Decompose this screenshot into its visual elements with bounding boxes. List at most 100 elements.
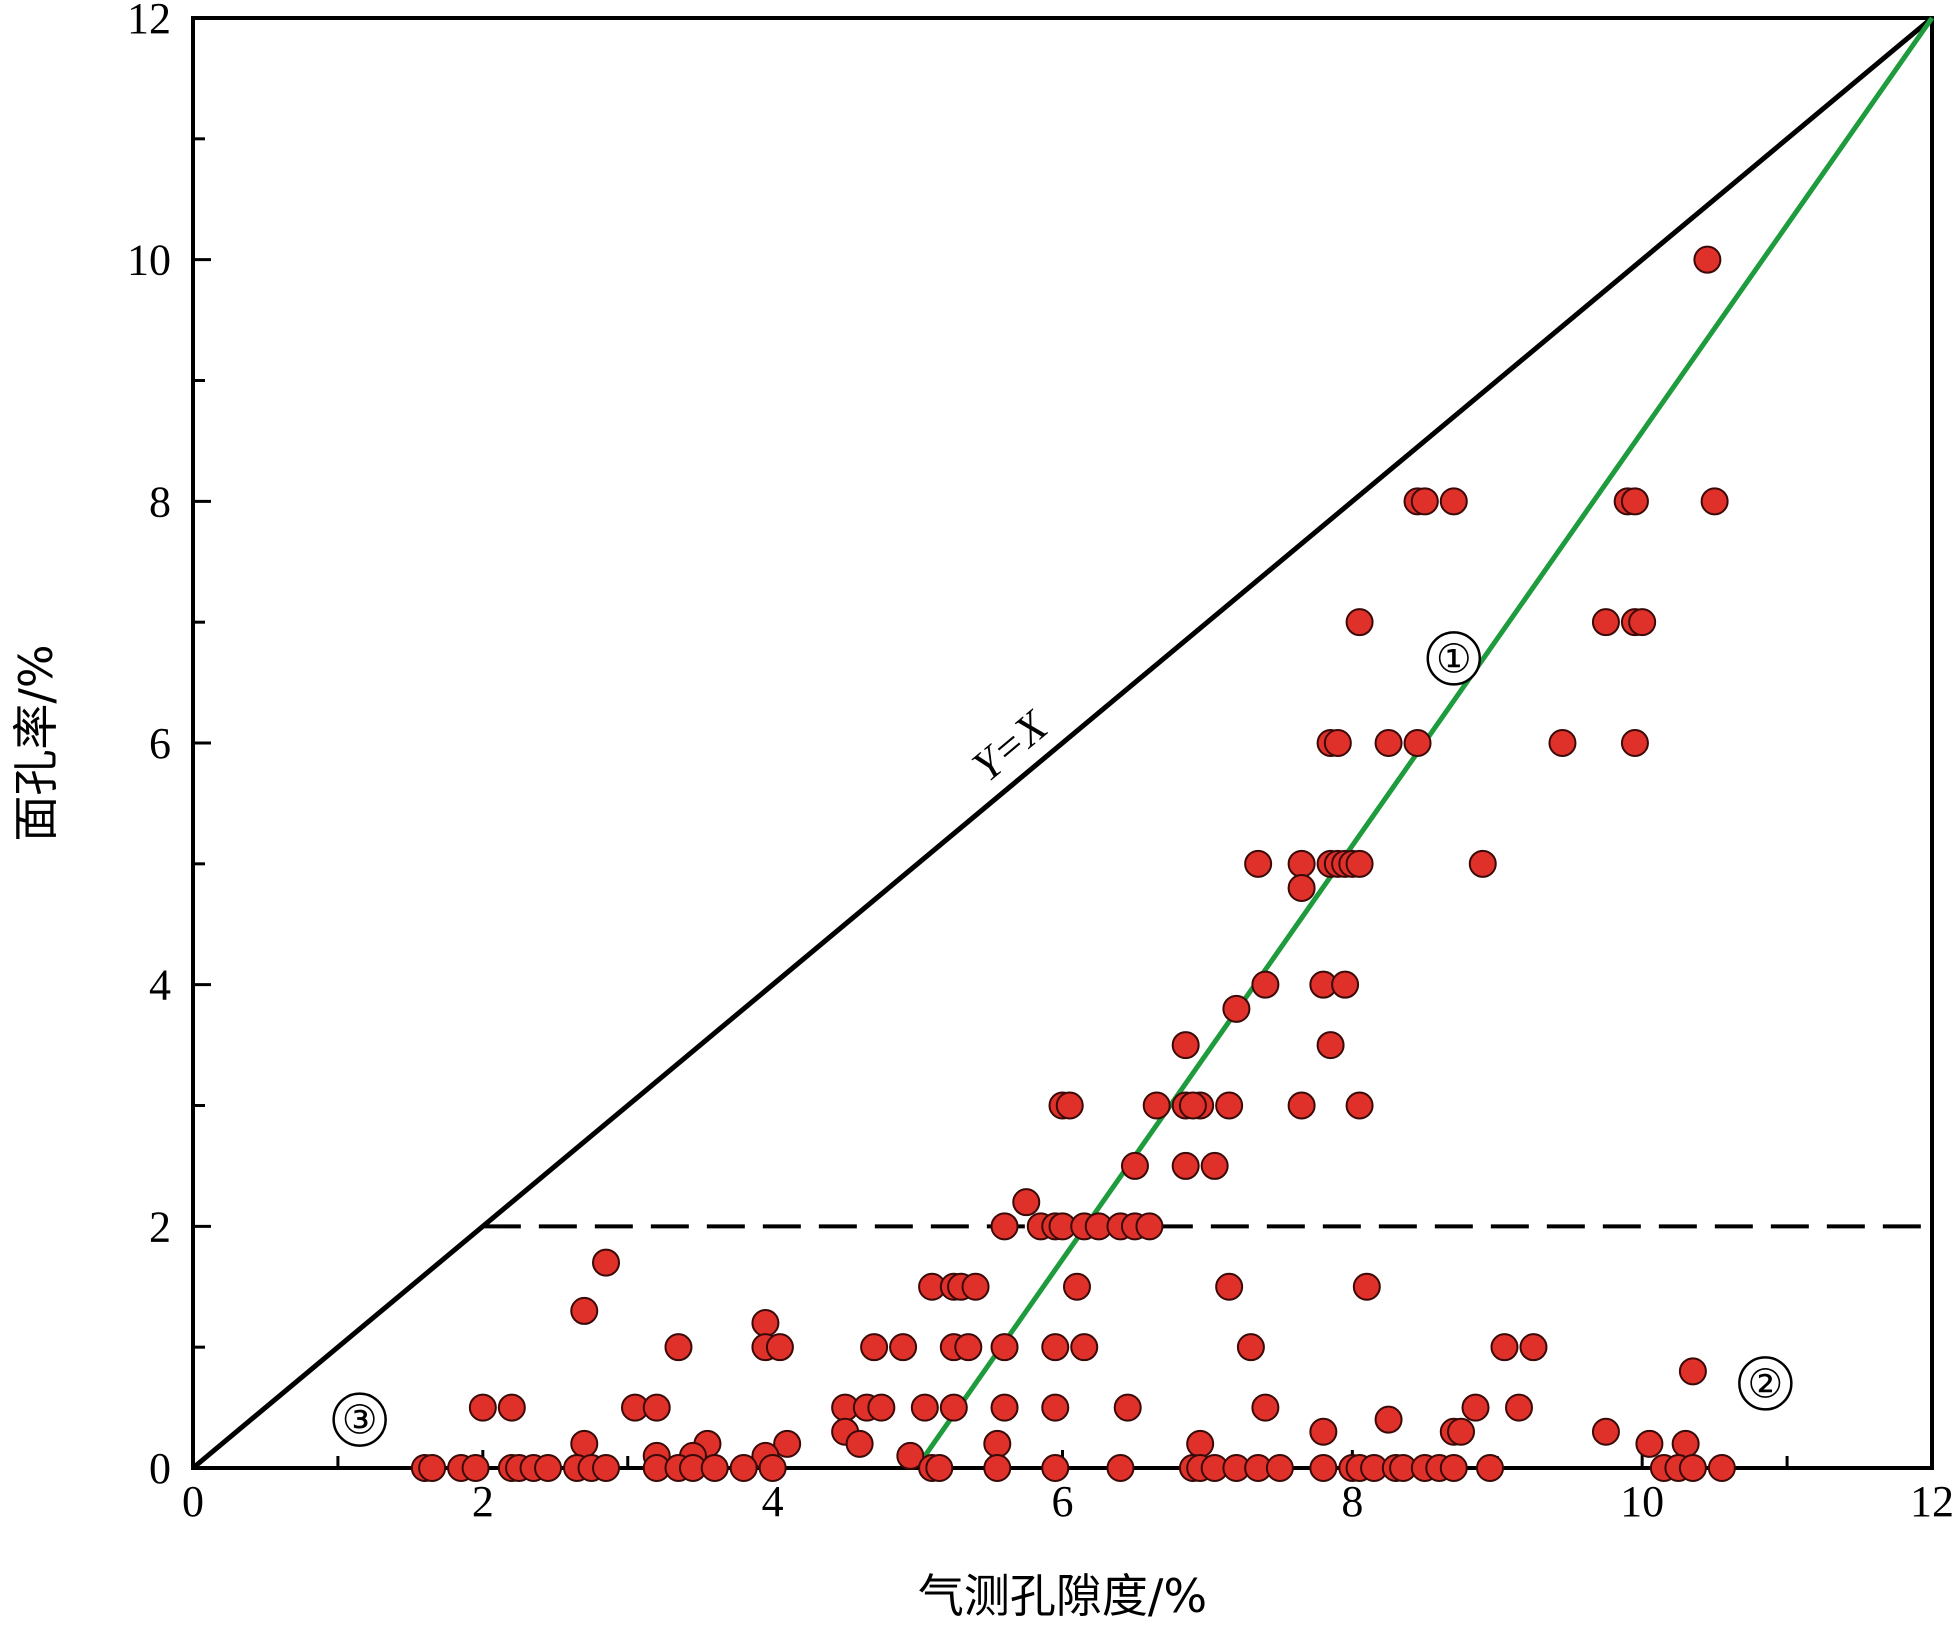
- data-point: [729, 1454, 758, 1482]
- x-tick-label: 6: [1052, 1477, 1074, 1526]
- data-point: [961, 1272, 990, 1301]
- data-point: [1620, 487, 1649, 516]
- labels: 0 2 4 6 8 10 12 0 2 4 6 8 10 12 气测孔隙度/% 面孔率/% Y=X ① ② ③: [9, 0, 1954, 1623]
- data-point: [983, 1429, 1012, 1458]
- x-tick-label: 0: [182, 1477, 204, 1526]
- data-point: [1171, 1151, 1200, 1180]
- data-point: [570, 1296, 599, 1325]
- data-point: [1620, 729, 1649, 757]
- data-point: [990, 1393, 1019, 1422]
- data-point: [1707, 1454, 1736, 1482]
- y-tick-label: 8: [149, 477, 171, 526]
- data-point: [592, 1454, 621, 1482]
- data-point: [954, 1333, 983, 1362]
- region-label: ①: [1436, 636, 1472, 681]
- data-point: [1222, 994, 1251, 1023]
- data-point: [1678, 1357, 1707, 1386]
- data-point: [1591, 608, 1620, 637]
- data-point: [758, 1454, 787, 1482]
- data-point: [1439, 487, 1468, 516]
- data-point: [1374, 729, 1403, 757]
- y-tick-label: 0: [149, 1444, 171, 1493]
- data-point: [1142, 1091, 1171, 1120]
- data-point: [1352, 1272, 1381, 1301]
- data-point: [1215, 1091, 1244, 1120]
- data-point: [1700, 487, 1729, 516]
- data-point: [1504, 1393, 1533, 1422]
- data-point: [664, 1333, 693, 1362]
- x-tick-label: 4: [762, 1477, 784, 1526]
- data-point: [1671, 1429, 1700, 1458]
- region-label-circle: [1738, 1356, 1793, 1411]
- y-tick-label: 4: [149, 961, 171, 1010]
- data-point: [925, 1454, 954, 1482]
- data-point: [1287, 1091, 1316, 1120]
- x-tick-label: 2: [472, 1477, 494, 1526]
- data-point: [751, 1309, 780, 1337]
- data-point: [1693, 245, 1722, 274]
- data-point: [1439, 1454, 1468, 1482]
- data-point: [990, 1333, 1019, 1362]
- data-point: [845, 1429, 874, 1458]
- data-point: [1410, 487, 1439, 516]
- data-point: [1251, 970, 1280, 999]
- data-point: [1244, 849, 1273, 878]
- y-axis-title: 面孔率/%: [9, 644, 63, 841]
- data-point: [939, 1393, 968, 1422]
- data-point: [1519, 1333, 1548, 1362]
- data-point: [910, 1393, 939, 1422]
- data-point: [468, 1393, 497, 1422]
- x-tick-label: 12: [1910, 1477, 1954, 1526]
- data-point: [497, 1393, 526, 1422]
- data-point: [765, 1333, 794, 1362]
- data-point: [1215, 1272, 1244, 1301]
- data-point: [642, 1393, 671, 1422]
- data-point: [1200, 1151, 1229, 1180]
- data-point: [1265, 1454, 1294, 1482]
- data-points: [410, 245, 1736, 1482]
- data-point: [889, 1333, 918, 1362]
- data-point: [1345, 608, 1374, 637]
- data-point: [461, 1454, 490, 1482]
- data-point: [1678, 1454, 1707, 1482]
- reference-line-label: Y=X: [963, 700, 1058, 791]
- data-point: [990, 1212, 1019, 1241]
- data-point: [1041, 1333, 1070, 1362]
- data-point: [1055, 1091, 1084, 1120]
- y-tick-label: 6: [149, 719, 171, 768]
- data-point: [1113, 1393, 1142, 1422]
- data-point: [1106, 1454, 1135, 1482]
- region-label: ③: [342, 1398, 378, 1443]
- data-point: [534, 1454, 563, 1482]
- lines: [191, 16, 1935, 1470]
- data-point: [1374, 1405, 1403, 1434]
- data-point: [1309, 1454, 1338, 1482]
- data-point: [1323, 729, 1352, 757]
- data-point: [592, 1248, 621, 1277]
- y-tick-label: 2: [149, 1202, 171, 1251]
- data-point: [1135, 1212, 1164, 1241]
- data-point: [773, 1429, 802, 1458]
- region-label-circle: [1426, 631, 1482, 686]
- data-point: [1591, 1417, 1620, 1446]
- data-point: [983, 1454, 1012, 1482]
- data-point: [1178, 1091, 1207, 1120]
- data-point: [1120, 1151, 1149, 1180]
- x-tick-label: 10: [1620, 1477, 1664, 1526]
- region-label: ②: [1747, 1361, 1783, 1406]
- data-point: [1316, 1031, 1345, 1060]
- data-point: [1331, 970, 1360, 999]
- data-point: [1447, 1417, 1476, 1446]
- data-point: [1635, 1429, 1664, 1458]
- data-point: [867, 1393, 896, 1422]
- data-point: [1309, 1417, 1338, 1446]
- data-point: [1012, 1188, 1041, 1217]
- data-point: [1186, 1429, 1215, 1458]
- y-tick-label: 10: [127, 236, 171, 285]
- x-axis-title: 气测孔隙度/%: [918, 1569, 1207, 1623]
- data-point: [896, 1441, 925, 1470]
- y-tick-label: 12: [127, 0, 171, 43]
- data-point: [1062, 1272, 1091, 1301]
- data-point: [860, 1333, 889, 1362]
